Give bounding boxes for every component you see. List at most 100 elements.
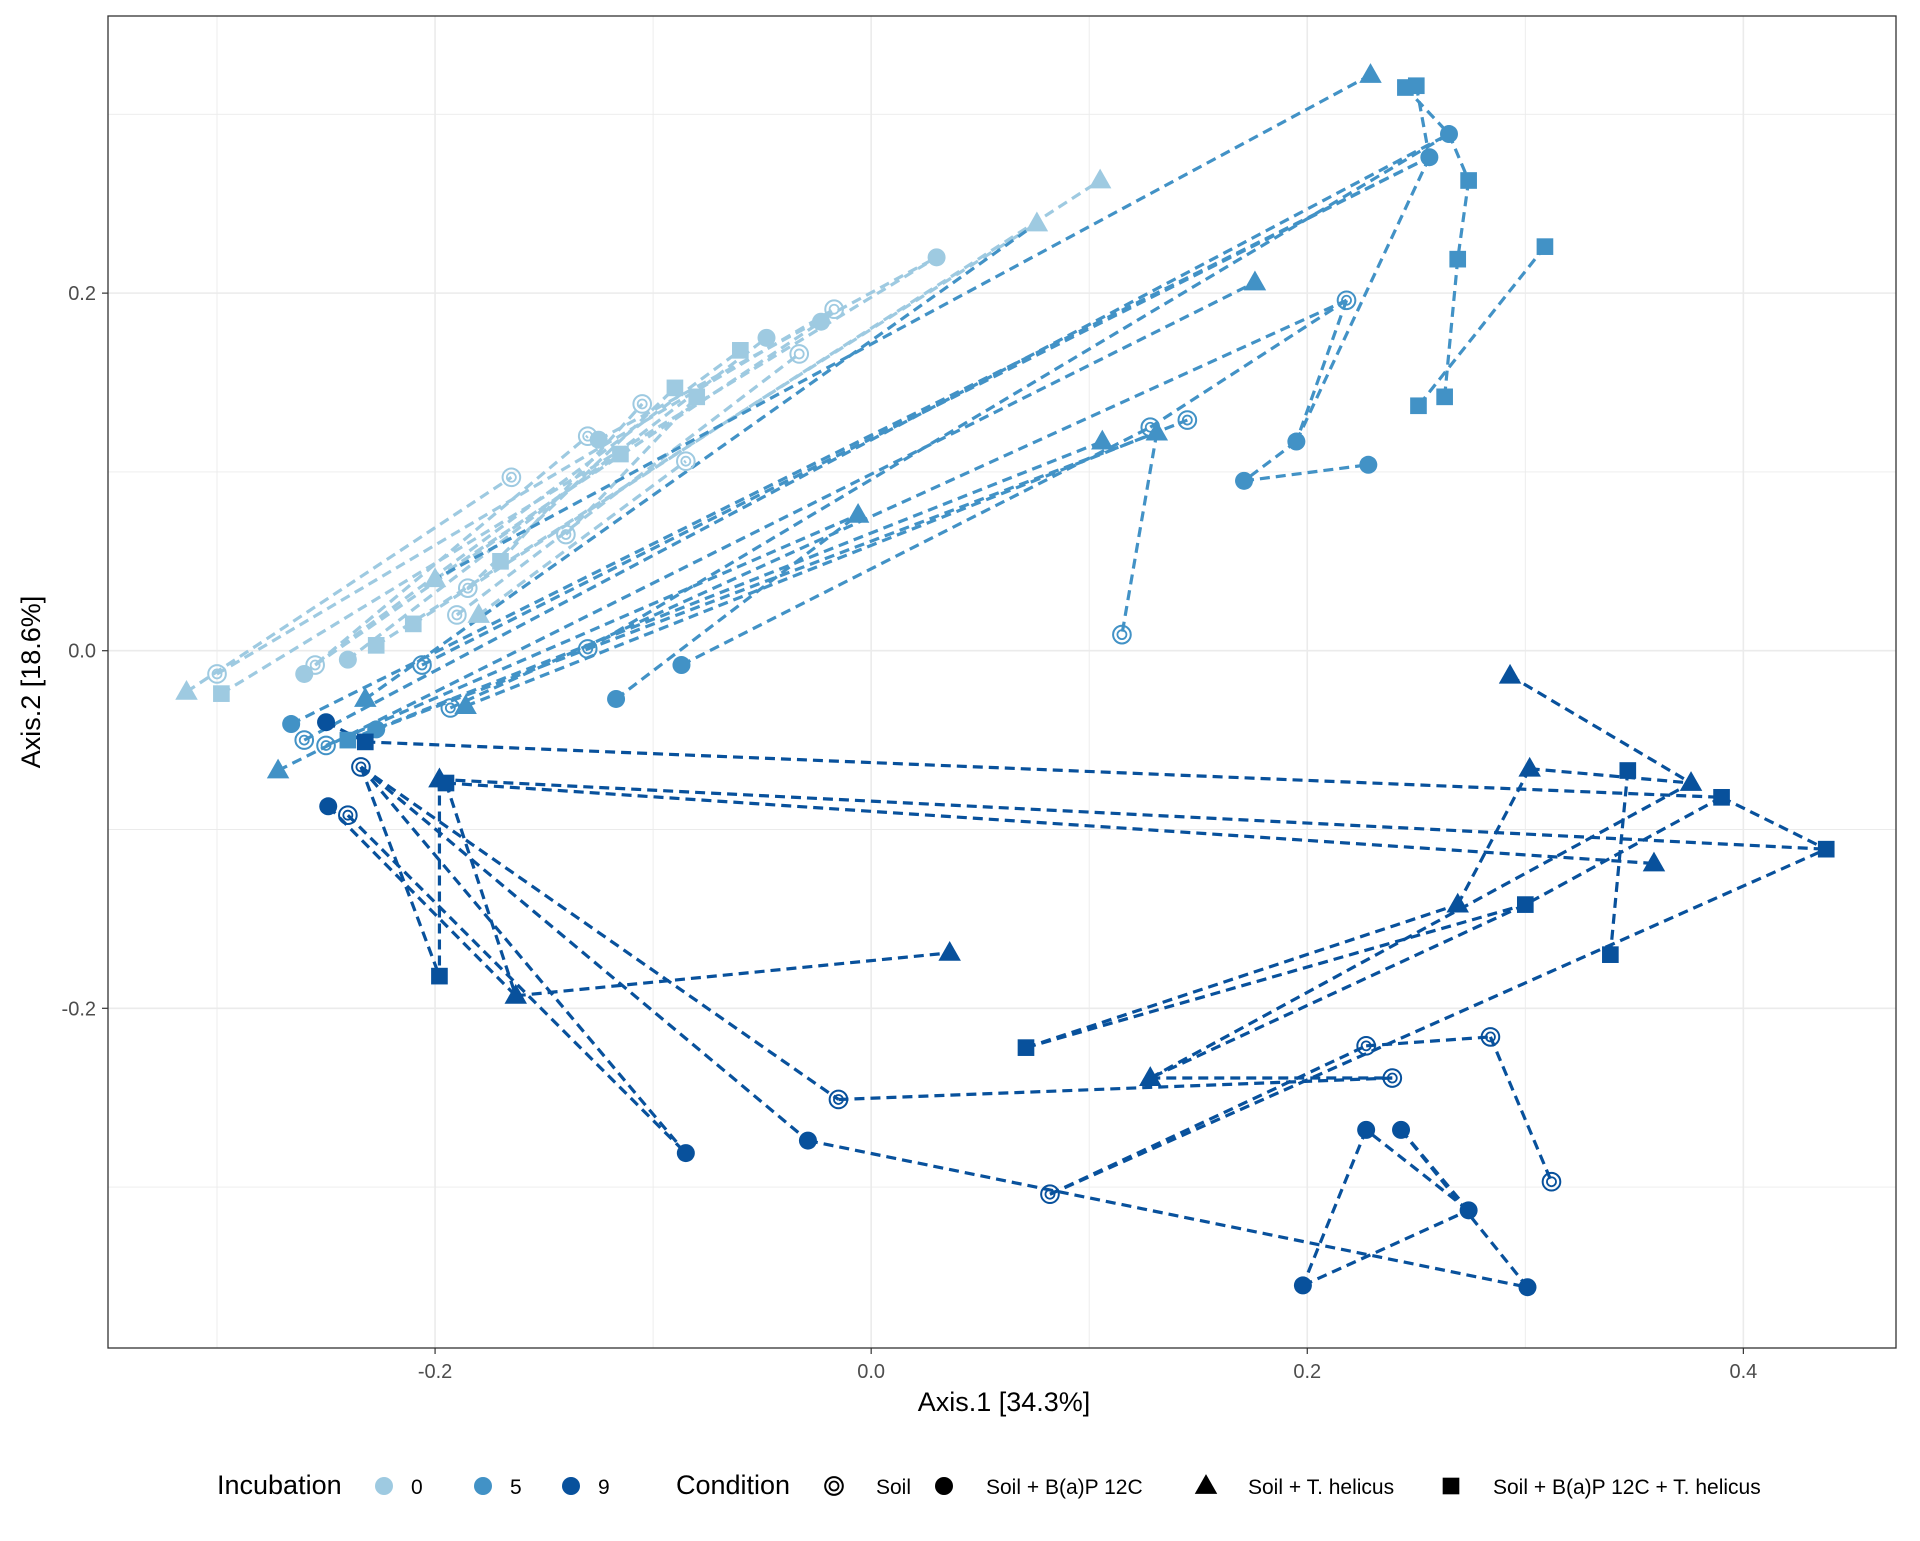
trajectory-segment [1120, 432, 1159, 635]
data-point-triangle [1446, 892, 1469, 913]
data-point-circle [338, 650, 357, 669]
data-point-ring [1112, 624, 1132, 645]
data-point-ring [338, 805, 358, 826]
trajectory-segment [327, 805, 517, 997]
legend-color-title: Incubation [217, 1470, 342, 1500]
legend-color-label: 0 [411, 1476, 423, 1499]
legend-shape-label: Soil + B(a)P 12C [986, 1476, 1143, 1499]
data-point-square [1436, 388, 1453, 406]
data-point-circle [607, 689, 626, 708]
data-point-ring-outer [351, 757, 371, 777]
data-point-ring [351, 757, 371, 777]
data-point-square [732, 342, 749, 359]
data-point-ring [1541, 1171, 1562, 1192]
data-point-circle [672, 656, 691, 675]
data-point-square [431, 967, 448, 985]
data-point-square [688, 388, 706, 406]
data-point-ring-outer [676, 451, 696, 472]
data-point-circle [812, 312, 831, 331]
data-point-ring-outer [501, 467, 522, 488]
trajectory-segment [359, 765, 688, 1155]
data-point-triangle [1243, 270, 1267, 291]
data-point-square [1516, 896, 1534, 913]
data-point-ring-outer [828, 1089, 849, 1110]
data-point-ring-outer [338, 805, 358, 826]
data-point-triangle [354, 687, 377, 707]
trajectory-segment [1149, 298, 1348, 429]
trajectory-segment [1149, 781, 1692, 1080]
data-point-ring-inner [680, 455, 692, 467]
data-point-ring-inner [560, 529, 572, 540]
data-point-ring [632, 394, 653, 414]
legend-shape-key [1194, 1474, 1218, 1494]
data-point-ring-outer [632, 394, 653, 414]
data-point-triangle [175, 679, 198, 700]
trajectory-segment [586, 132, 1450, 651]
data-point-square [1460, 172, 1477, 189]
data-point-ring [316, 735, 336, 756]
data-point-ring [789, 344, 810, 364]
trajectory-segment [303, 434, 589, 676]
legend-color-label: 5 [510, 1476, 522, 1499]
legend-shape-key [1442, 1477, 1460, 1495]
data-point-circle [1459, 1201, 1478, 1220]
data-point-triangle [1498, 663, 1522, 684]
data-point-ring [1356, 1036, 1376, 1056]
data-point-ring [577, 639, 598, 659]
trajectory-segment [375, 431, 1158, 731]
data-point-ring-outer [1480, 1027, 1501, 1047]
data-point-ring-inner [451, 609, 463, 621]
legend-shape-key [935, 1477, 953, 1495]
legend-color-key [474, 1477, 492, 1495]
data-point-ring-outer [577, 639, 598, 659]
data-point-square [492, 552, 509, 570]
data-point-circle [589, 430, 608, 449]
data-point-ring [828, 1089, 849, 1110]
trajectory-segment [680, 425, 1151, 667]
data-point-triangle [1679, 771, 1703, 791]
data-point-ring [556, 524, 576, 545]
data-point-ring-inner [828, 303, 840, 315]
trajectory-segment [807, 1139, 1528, 1289]
data-point-ring-outer [207, 664, 227, 684]
trajectory-segment [1049, 847, 1827, 1196]
data-point-ring-inner [1181, 414, 1193, 426]
trajectory-segment [1414, 85, 1431, 158]
data-point-ring-inner [309, 659, 321, 671]
data-point-circle [1359, 455, 1378, 474]
x-tick-label: -0.2 [418, 1361, 452, 1383]
data-point-ring-outer [412, 655, 432, 675]
x-tick-label: 0.4 [1729, 1361, 1757, 1383]
trajectory-segment [449, 298, 1348, 710]
legend-color-key [562, 1477, 580, 1495]
data-point-square [666, 379, 684, 397]
gridlines [108, 16, 1896, 1348]
trajectory-segment [1524, 795, 1723, 906]
legend-shape-label: Soil + T. helicus [1248, 1476, 1394, 1499]
data-point-ring-inner [793, 348, 805, 360]
trajectory-segment [615, 513, 860, 701]
data-point-square [1449, 250, 1467, 268]
panel-border [107, 15, 1897, 1349]
data-point-square [1536, 238, 1554, 255]
trajectory-segment [477, 459, 687, 617]
data-point-ring-inner [582, 643, 594, 655]
data-point-ring-inner [1341, 294, 1352, 306]
trajectory-segment [1529, 767, 1692, 785]
data-point-ring-inner [462, 582, 474, 594]
data-point-triangle [1139, 1066, 1162, 1086]
data-point-ring-outer [556, 524, 576, 545]
data-point-circle [282, 715, 301, 734]
data-point-ring-outer [1112, 624, 1132, 645]
data-point-square [1017, 1039, 1035, 1056]
data-point-square [404, 615, 422, 633]
data-point-triangle [1088, 168, 1112, 189]
trajectory-segment [1417, 245, 1547, 407]
data-point-circle [1440, 125, 1458, 144]
data-point-ring-outer [447, 605, 467, 625]
data-point-ring-outer [1040, 1184, 1060, 1205]
trajectory-segment [1302, 1208, 1470, 1287]
data-point-square [1619, 762, 1637, 779]
trajectory-segment [1404, 86, 1451, 136]
data-point-square [1602, 946, 1619, 963]
